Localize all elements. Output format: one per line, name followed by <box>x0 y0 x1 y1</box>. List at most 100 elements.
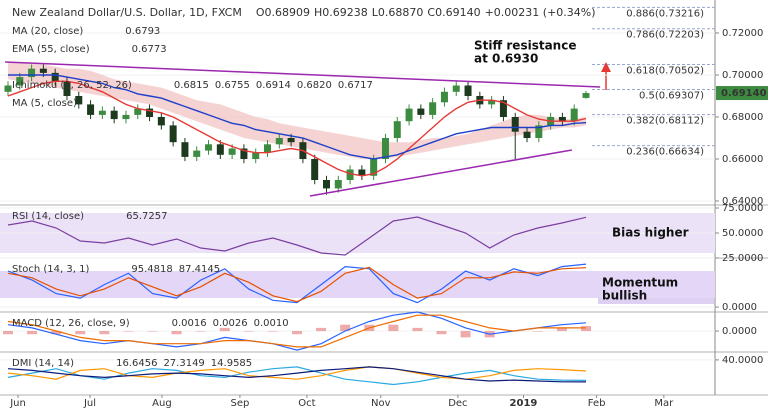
histogram-bar <box>460 331 471 338</box>
candle-body <box>429 102 437 115</box>
x-tick-label: Dec <box>448 398 467 409</box>
candle-body <box>570 108 578 122</box>
y-tick-label: 0.66000 <box>722 154 763 165</box>
candle-body <box>393 121 401 138</box>
annotation: Stiff resistance <box>474 39 576 53</box>
indicator-value: 0.6773 <box>132 44 167 55</box>
candle-body <box>558 116 566 122</box>
candle-body <box>311 159 319 181</box>
histogram-bar <box>123 331 134 332</box>
ichimoku-cloud <box>8 62 586 159</box>
ohlc-value: L0.68870 <box>372 6 424 19</box>
histogram-bar <box>147 331 158 332</box>
indicator-line <box>7 263 587 304</box>
ohlc-value: +0.00231 (+0.34%) <box>485 6 596 19</box>
y-tick-label: 25.0000 <box>722 253 763 264</box>
fib-label: 0.618(0.70502) <box>626 65 704 76</box>
indicator-value: 27.3149 <box>163 358 204 369</box>
indicator-value: 0.6815 <box>174 80 209 91</box>
y-tick-label: 0.72000 <box>722 28 763 39</box>
x-tick-label: Mar <box>654 398 674 409</box>
candle-body <box>122 114 130 120</box>
indicator-name: MACD (12, 26, close, 9) <box>12 318 130 329</box>
indicator-value: 0.6755 <box>215 80 250 91</box>
indicator-line <box>7 266 587 303</box>
candle-body <box>264 144 272 153</box>
y-tick-label: 75.0000 <box>722 203 763 214</box>
histogram-bar <box>195 331 206 332</box>
candle-body <box>98 110 106 115</box>
candle-body <box>440 91 448 103</box>
candle-body <box>240 148 248 160</box>
trendline <box>5 61 601 88</box>
candle-body <box>157 116 165 126</box>
candle-body <box>87 104 95 115</box>
candle-body <box>39 68 47 73</box>
y-tick-label: 0.0000 <box>722 302 757 313</box>
histogram-bar <box>27 331 38 335</box>
candle-body <box>511 116 519 132</box>
indicator-value: 16.6456 <box>116 358 157 369</box>
candle-body <box>499 100 507 117</box>
candle-body <box>146 108 154 117</box>
x-tick-label: Feb <box>588 398 606 409</box>
indicator-value: 14.9585 <box>211 358 252 369</box>
candle-body <box>287 137 295 143</box>
x-tick-label: Sep <box>230 398 249 409</box>
candle-body <box>417 108 425 115</box>
indicator-name: MA (5, close) <box>12 98 77 109</box>
arrow-head <box>601 62 611 72</box>
ohlc-value: O0.68909 <box>256 6 310 19</box>
candle-body <box>181 142 189 157</box>
candle-body <box>205 144 213 151</box>
histogram-bar <box>3 331 13 335</box>
indicator-value: 0.6820 <box>297 80 332 91</box>
candle-body <box>193 150 201 157</box>
annotation: Bias higher <box>612 226 689 240</box>
histogram-bar <box>532 331 543 332</box>
fib-label: 0.886(0.73216) <box>626 8 704 19</box>
annotation: bullish <box>602 289 647 303</box>
indicator-value: 0.0010 <box>254 318 289 329</box>
band <box>0 271 715 299</box>
candle-body <box>51 72 59 82</box>
y-tick-label: 0.68000 <box>722 112 763 123</box>
indicator-line <box>7 366 587 380</box>
candle-body <box>381 137 389 160</box>
ma-line <box>7 80 587 177</box>
histogram-bar <box>75 331 86 335</box>
trendline <box>309 149 572 197</box>
histogram-bar <box>267 331 278 332</box>
candle-body <box>134 108 142 115</box>
candle-body <box>4 85 12 92</box>
histogram-bar <box>51 331 62 335</box>
histogram-bar <box>219 327 230 332</box>
last-price-box <box>716 86 768 101</box>
ohlc-value: C0.69140 <box>427 6 480 19</box>
candle-body <box>370 159 378 176</box>
histogram-bar <box>171 331 182 335</box>
symbol-title: New Zealand Dollar/U.S. Dollar, 1D, FXCM <box>12 6 242 19</box>
candle-body <box>535 125 543 138</box>
candle-body <box>216 144 224 155</box>
candle-body <box>252 152 260 160</box>
candle-body <box>228 148 236 155</box>
y-tick-label: 50.0000 <box>722 228 763 239</box>
histogram-bar <box>243 331 254 332</box>
y-tick-label: 0.64000 <box>722 196 763 207</box>
candle-body <box>334 180 342 189</box>
x-tick-label: Oct <box>298 398 315 409</box>
indicator-name: MA (20, close) <box>12 26 83 37</box>
indicator-line <box>7 311 587 351</box>
last-price-label: 0.69140 <box>721 88 767 99</box>
indicator-name: EMA (55, close) <box>12 44 90 55</box>
candle-body <box>322 180 330 189</box>
candle-body <box>346 169 354 181</box>
candle-body <box>169 125 177 143</box>
indicator-line <box>7 216 587 256</box>
fib-label: 0.236(0.66634) <box>626 147 704 158</box>
indicator-value: 65.7257 <box>126 211 167 222</box>
y-tick-label: 40.0000 <box>722 355 763 366</box>
